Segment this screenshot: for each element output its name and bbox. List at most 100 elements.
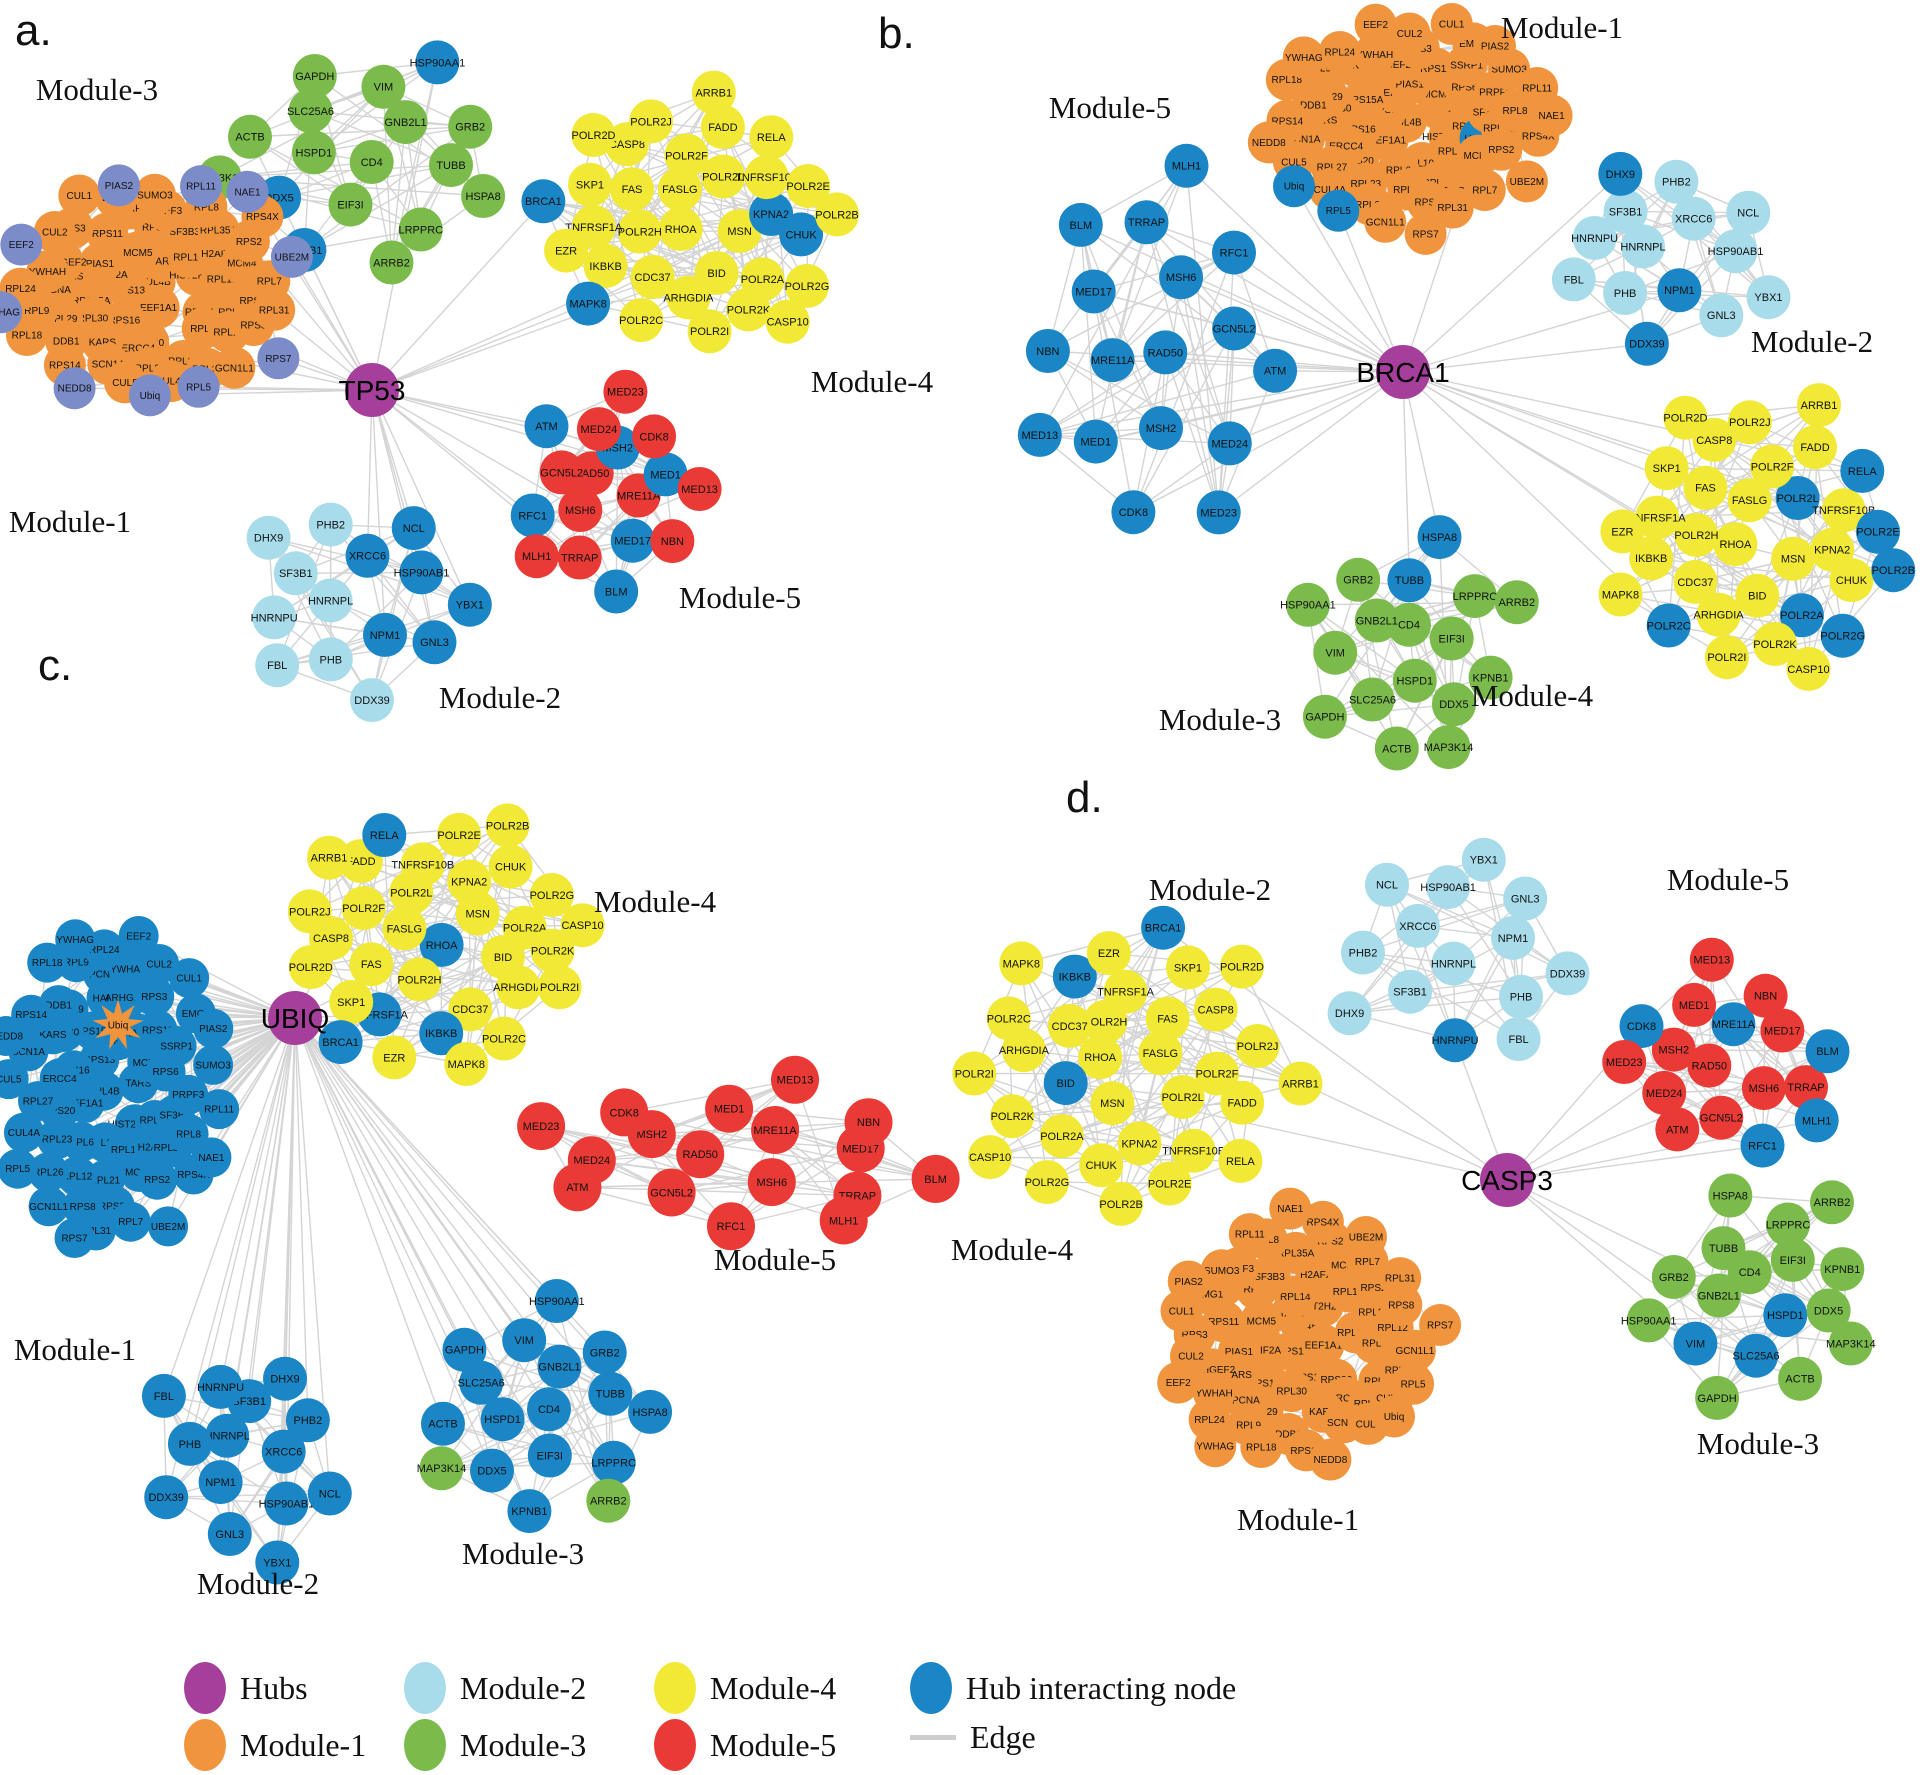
hub-edge xyxy=(371,389,547,427)
gene-label: FBL xyxy=(1564,274,1584,286)
star-node xyxy=(92,999,144,1050)
gene-node xyxy=(968,1135,1013,1180)
gene-label: ATM xyxy=(1264,366,1286,378)
gene-label: POLR2F xyxy=(1196,1068,1239,1080)
gene-label: ACTB xyxy=(428,1419,457,1431)
gene-label: CDK8 xyxy=(639,431,668,443)
gene-label: MCM5 xyxy=(123,248,153,259)
gene-label: ERCC4 xyxy=(43,1074,77,1085)
gene-label: TARS xyxy=(150,257,176,268)
gene-label: ARRB2 xyxy=(1498,597,1535,609)
gene-node xyxy=(177,365,220,408)
gene-node xyxy=(1388,12,1431,55)
gene-label: YBX1 xyxy=(1754,292,1782,304)
gene-label: MSN xyxy=(727,226,752,238)
gene-label: POLR2G xyxy=(1820,631,1865,643)
gene-label: TUBB xyxy=(596,1389,625,1401)
gene-label: RPL11 xyxy=(186,182,216,193)
gene-label: HNRNPU xyxy=(1432,1035,1479,1047)
gene-node xyxy=(118,916,159,956)
gene-label: HSP90AB1 xyxy=(1708,246,1764,258)
edge xyxy=(1145,222,1231,444)
gene-label: TNFRSF10B xyxy=(735,172,798,184)
gene-label: RAD50 xyxy=(682,1149,717,1161)
gene-node xyxy=(199,1089,240,1130)
hub-edge xyxy=(294,1017,561,1368)
gene-label: DDB1 xyxy=(1300,100,1327,111)
gene-node xyxy=(1171,1128,1216,1173)
gene-label: NCL xyxy=(1737,208,1759,220)
gene-node xyxy=(1797,383,1841,428)
gene-label: MED24 xyxy=(1211,438,1248,450)
gene-node xyxy=(169,958,210,999)
gene-label: RPL31 xyxy=(1437,203,1468,214)
gene-label: PIAS2 xyxy=(1481,42,1510,53)
gene-node xyxy=(560,903,605,948)
hub-edge xyxy=(294,1017,611,1395)
gene-label: MED24 xyxy=(581,424,618,436)
edge xyxy=(1218,328,1235,513)
gene-node xyxy=(1073,419,1118,464)
module-module-2: HNRNPL XRCC6 NPM1 SF3B1 HSP90AB1 PHB PHB2 GNL3 H… xyxy=(141,1356,352,1585)
gene-node xyxy=(270,235,313,278)
gene-label: MED1 xyxy=(1679,1000,1710,1012)
edge xyxy=(295,572,373,701)
gene-node xyxy=(1392,1362,1435,1405)
gene-label: CHUK xyxy=(1836,575,1868,587)
gene-label: POLR2H xyxy=(1083,1017,1127,1029)
gene-node xyxy=(1354,598,1399,643)
gene-label: KPNB1 xyxy=(511,1506,547,1518)
gene-label: ATM xyxy=(1666,1124,1688,1136)
gene-label: RFC1 xyxy=(1220,247,1249,259)
gene-label: RHOA xyxy=(426,940,458,952)
gene-label: SCN1A xyxy=(1327,1418,1361,1429)
gene-node xyxy=(999,941,1044,986)
gene-label: DDX39 xyxy=(354,695,389,707)
edge xyxy=(1334,536,1441,654)
gene-label: RPL5 xyxy=(186,382,211,393)
gene-label: POLR2H xyxy=(618,226,662,238)
gene-label: VIM xyxy=(1686,1338,1706,1350)
module-module-1: CUL4BRPS13TARSEEF1A1EIF2AHIST2H2BERPS16M… xyxy=(1247,3,1573,255)
gene-label: RPS13 xyxy=(84,1055,116,1066)
edge xyxy=(1594,237,1722,316)
gene-node xyxy=(1763,1293,1808,1338)
gene-node xyxy=(369,240,414,285)
gene-node xyxy=(399,550,444,595)
gene-label: HSP90AA1 xyxy=(1280,600,1336,612)
gene-node xyxy=(747,1158,796,1207)
panel-letter: b. xyxy=(878,9,915,58)
gene-label: MLH1 xyxy=(522,551,551,563)
hub-edge xyxy=(1402,371,1411,581)
gene-label: MED17 xyxy=(614,536,651,548)
gene-label: TNFRSF10B xyxy=(1162,1146,1225,1158)
gene-node xyxy=(1496,1017,1541,1061)
gene-label: LRPPRC xyxy=(398,224,443,236)
gene-label: HSPD1 xyxy=(1767,1310,1804,1322)
gene-label: POLR2B xyxy=(815,209,858,221)
gene-node xyxy=(207,1512,252,1556)
edge xyxy=(1095,327,1235,443)
edge xyxy=(267,537,332,660)
gene-node xyxy=(911,1154,960,1203)
gene-node xyxy=(1545,951,1590,996)
edge xyxy=(313,126,471,154)
gene-label: RPL21 xyxy=(90,1176,121,1187)
gene-label: PHB xyxy=(179,1439,202,1451)
gene-label: HNRNPL xyxy=(1431,958,1476,970)
gene-node xyxy=(844,1098,893,1147)
gene-node xyxy=(1673,1321,1718,1366)
gene-node xyxy=(308,578,353,623)
gene-label: CD4 xyxy=(1398,620,1420,632)
gene-label: HSP90AA1 xyxy=(410,57,466,69)
gene-node xyxy=(650,519,695,564)
gene-label: RPS13 xyxy=(113,285,145,296)
gene-label: PHB xyxy=(1510,992,1533,1004)
gene-node xyxy=(1683,465,1728,510)
nodes: RAD50 MRE11A MSH6 MSH2 MED17 GCN5L2 MED1 TRRAP M… xyxy=(1017,3,1916,771)
gene-label: GNL3 xyxy=(1511,893,1540,905)
gene-node xyxy=(1166,945,1210,990)
gene-node xyxy=(1392,658,1437,703)
nodes: CD4HSPD1GNB2L1EIF3ISLC25A6TUBBDDX5VIMLRP… xyxy=(0,40,859,723)
gene-node xyxy=(1598,151,1643,196)
